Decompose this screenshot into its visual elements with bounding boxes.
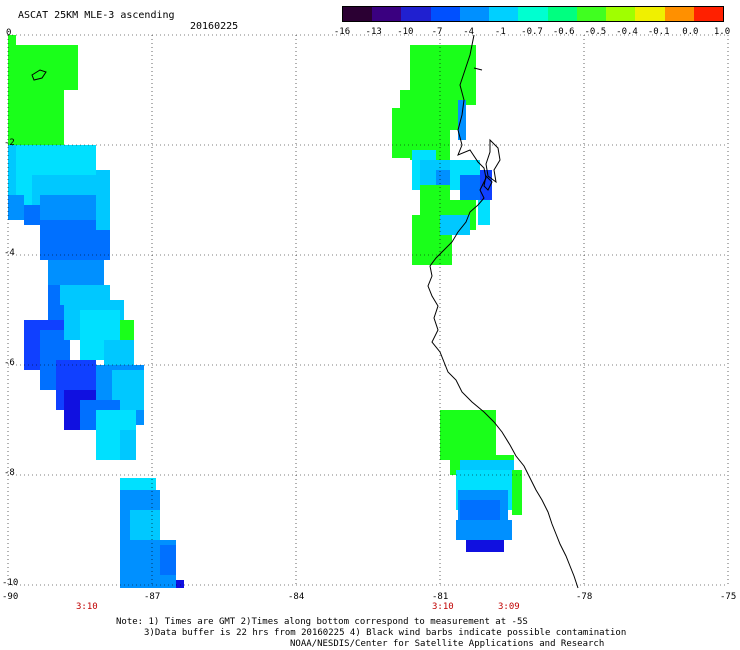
- colorbar-tick-9: -0.4: [616, 27, 638, 37]
- pass-time-3: 3:09: [498, 602, 520, 612]
- swath-west-cell-2: [40, 45, 78, 90]
- colorbar: [342, 6, 724, 22]
- swath-west-cell-8: [8, 195, 24, 220]
- lon-label-81: -81: [432, 592, 449, 602]
- colorbar-segment-12: [693, 7, 724, 21]
- product-date: 20160225: [190, 21, 239, 32]
- note-line-3: NOAA/NESDIS/Center for Satellite Applica…: [290, 639, 605, 649]
- lon-label-75: -75: [720, 592, 737, 602]
- colorbar-tick-1: -13: [365, 27, 382, 37]
- note-line-2: 3)Data buffer is 22 hrs from 20160225 4)…: [144, 628, 627, 638]
- product-title: ASCAT 25KM MLE-3 ascending: [18, 10, 175, 21]
- swath-west-cell-28: [120, 430, 136, 460]
- swath-west-cell-12: [96, 170, 110, 230]
- colorbar-tick-11: 0.0: [682, 27, 699, 37]
- lat-label-10: -10: [2, 578, 19, 588]
- colorbar-tick-0: -16: [333, 27, 351, 37]
- swath-east-cell-15: [478, 200, 490, 225]
- colorbar-tick-7: -0.6: [552, 27, 575, 37]
- swath-east-cell-10: [480, 170, 492, 200]
- colorbar-segment-3: [430, 7, 460, 21]
- colorbar-segment-8: [576, 7, 607, 21]
- swath-west-cell-3: [40, 90, 64, 145]
- swath-west-cell-20: [120, 320, 134, 340]
- colorbar-segment-0: [343, 7, 373, 21]
- swath-east-cell-16: [440, 410, 496, 460]
- colorbar-segment-11: [664, 7, 694, 21]
- lat-label-4: -4: [4, 248, 15, 258]
- pass-time-1: 3:10: [76, 602, 98, 612]
- colorbar-segment-1: [372, 7, 402, 21]
- colorbar-tick-8: -0.5: [584, 27, 607, 37]
- lon-label-84: -84: [288, 592, 305, 602]
- colorbar-tick-10: -0.1: [647, 27, 670, 37]
- note-line-1: Note: 1) Times are GMT 2)Times along bot…: [116, 617, 528, 627]
- colorbar-tick-12: 1.0: [713, 27, 731, 37]
- lat-label-2: -2: [4, 138, 15, 148]
- swath-east-cell-3: [458, 100, 466, 140]
- colorbar-tick-5: -1: [494, 27, 506, 37]
- colorbar-segment-2: [401, 7, 431, 21]
- swath-east-cell-14: [440, 215, 470, 235]
- swath-west-cell-9: [24, 205, 40, 225]
- colorbar-segment-6: [518, 7, 548, 21]
- swath-west-cell-6: [32, 145, 96, 175]
- colorbar-tick-2: -10: [397, 27, 414, 37]
- swath-east-cell-22: [456, 520, 512, 540]
- coastline: [31, 34, 579, 589]
- lat-lon-grid: [7, 34, 729, 586]
- colorbar-tick-6: -0.7: [521, 27, 543, 37]
- swath-west-cell-1: [16, 45, 40, 145]
- swath-west-cell-34: [176, 580, 184, 588]
- swath-west-cell-5: [16, 145, 32, 205]
- colorbar-tick-3: -7: [431, 27, 443, 37]
- colorbar-segment-10: [635, 7, 665, 21]
- lon-label-90: -90: [2, 592, 19, 602]
- swath-west-cell-4: [8, 145, 16, 195]
- pass-time-2: 3:10: [432, 602, 454, 612]
- colorbar-segment-9: [606, 7, 636, 21]
- colorbar-segment-5: [489, 7, 519, 21]
- colorbar-segment-4: [459, 7, 490, 21]
- swath-east-cell-23: [512, 470, 522, 515]
- lat-label-8: -8: [4, 468, 15, 478]
- swath-west-cell-33: [160, 545, 176, 575]
- colorbar-segment-7: [547, 7, 577, 21]
- swath-east-cell-24: [466, 540, 504, 552]
- lon-label-87: -87: [144, 592, 161, 602]
- scatterometer-swath-west: [8, 35, 184, 588]
- scatterometer-swath-east: [392, 45, 522, 552]
- lat-label-6: -6: [4, 358, 15, 368]
- swath-west-cell-0: [8, 35, 16, 145]
- lat-label-0: 0: [6, 28, 12, 38]
- lon-label-78: -78: [576, 592, 593, 602]
- colorbar-tick-4: -4: [463, 27, 475, 37]
